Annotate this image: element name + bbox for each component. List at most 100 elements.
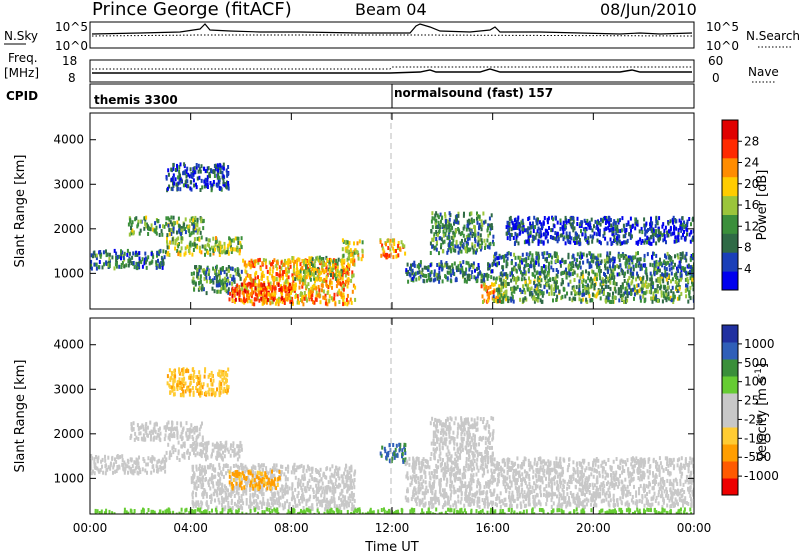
colorbar-tick-label: 8: [744, 241, 752, 255]
colorbar-segment: [722, 271, 738, 291]
velocity-colorbar: -1000 -500 -100 -25 25 100 500 1000: [721, 324, 779, 496]
velocity-scatter-layer: [90, 367, 694, 514]
colorbar-segment: [722, 410, 738, 428]
colorbar-segment: [722, 252, 738, 272]
freq-label: Freq.: [8, 51, 38, 65]
noise-search-trace: [91, 34, 693, 37]
nave-trace: [92, 66, 692, 70]
velocity-colorbar-label-sup: -1: [754, 368, 764, 377]
velocity-colorbar-label-end: ]: [755, 363, 770, 368]
colorbar-tick-label: -1000: [744, 469, 779, 483]
velocity-y-ticks: 1000 2000 3000 4000: [53, 338, 694, 485]
velocity-region: [404, 456, 694, 510]
colorbar-tick-label: -25: [744, 412, 764, 426]
power-panel: 1000 2000 3000 4000 Slant Range [km] 4 8 12 16…: [13, 112, 770, 310]
y-tick-label: 2000: [53, 222, 84, 236]
colorbar-segment: [722, 342, 738, 360]
noise-right-tick-top: 10^5: [706, 20, 739, 34]
colorbar-segment: [722, 176, 738, 197]
power-colorbar-label: Power [dB]: [755, 170, 770, 241]
velocity-panel: 1000 2000 3000 4000 00:00 04:00 08:00 12:00 16:…: [13, 317, 779, 554]
nave-tick-top: 60: [708, 54, 723, 68]
freq-panel: Freq. [MHz] 18 8 60 0 Nave: [4, 51, 779, 85]
colorbar-segment: [722, 427, 738, 445]
freq-trace: [92, 68, 692, 74]
cpid-panel: CPID themis 3300 normalsound (fast) 157: [6, 83, 695, 109]
colorbar-segment: [722, 393, 738, 411]
colorbar-segment: [722, 325, 738, 343]
velocity-region: [165, 440, 243, 462]
colorbar-tick-label: 1000: [744, 337, 775, 351]
velocity-colorbar-label: Velocity [m s-1]: [754, 363, 770, 461]
colorbar-tick-label: 100: [744, 375, 767, 389]
nave-tick-bottom: 0: [712, 71, 720, 85]
noise-panel: N.Sky 10^5 10^0 10^5 10^0 N.Search: [4, 20, 800, 53]
velocity-region: [90, 454, 168, 476]
cpid-mode-1: themis 3300: [94, 93, 178, 107]
y-tick-label: 2000: [53, 427, 84, 441]
noise-search-label: N.Search: [746, 29, 800, 43]
power-scatter-layer: [90, 162, 694, 307]
x-tick-label: 08:00: [274, 521, 309, 535]
velocity-colorbar-label-main: Velocity [m s: [755, 377, 770, 461]
date-title: 08/Jun/2010: [600, 0, 697, 19]
power-region: [165, 162, 230, 193]
noise-right-tick-bottom: 10^0: [706, 39, 739, 53]
x-tick-label: 20:00: [576, 521, 611, 535]
power-region: [341, 238, 364, 264]
freq-tick-bottom: 8: [68, 71, 76, 85]
x-tick-label: 12:00: [375, 521, 410, 535]
colorbar-segment: [722, 461, 738, 479]
power-region: [127, 215, 205, 238]
cpid-mode-2: normalsound (fast) 157: [394, 86, 553, 100]
x-tick-label: 00:00: [677, 521, 712, 535]
velocity-region: [94, 507, 694, 514]
y-tick-label: 4000: [53, 133, 84, 147]
colorbar-segment: [722, 157, 738, 178]
colorbar-segment: [722, 214, 738, 234]
colorbar-segment: [722, 478, 738, 496]
power-colorbar: 4 8 12 16 20 24 28: [721, 119, 759, 291]
power-region: [291, 255, 344, 282]
power-region: [492, 251, 694, 278]
colorbar-segment: [722, 120, 738, 140]
noise-sky-label: N.Sky: [4, 29, 38, 43]
power-region: [190, 264, 243, 296]
colorbar-tick-label: 16: [744, 198, 759, 212]
colorbar-frame: [721, 324, 739, 496]
velocity-region: [429, 416, 495, 460]
freq-unit-label: [MHz]: [4, 66, 39, 80]
beam-title: Beam 04: [355, 0, 427, 19]
colorbar-segment: [722, 138, 738, 159]
power-region: [241, 257, 357, 307]
colorbar-segment: [722, 444, 738, 462]
y-tick-label: 3000: [53, 382, 84, 396]
velocity-region: [228, 469, 281, 491]
colorbar-tick-label: 28: [744, 134, 759, 148]
noise-tick-top: 10^5: [55, 20, 88, 34]
colorbar-tick-label: 24: [744, 156, 759, 170]
noise-tick-bottom: 10^0: [55, 39, 88, 53]
power-region: [405, 260, 494, 284]
velocity-region: [379, 442, 407, 464]
power-x-ticks: [89, 113, 695, 309]
colorbar-tick-label: 500: [744, 356, 767, 370]
colorbar-segment: [722, 376, 738, 394]
colorbar-tick-label: 20: [744, 177, 759, 191]
power-region: [492, 273, 694, 304]
colorbar-segment: [722, 233, 738, 253]
y-tick-label: 4000: [53, 338, 84, 352]
x-tick-label: 04:00: [173, 521, 208, 535]
power-region: [228, 282, 294, 304]
power-region: [90, 248, 167, 271]
cpid-label: CPID: [6, 89, 38, 103]
power-region: [505, 215, 694, 247]
colorbar-tick-label: 4: [744, 262, 752, 276]
time-axis-label: Time UT: [364, 540, 418, 554]
station-title: Prince George (fitACF): [92, 0, 292, 20]
freq-tick-top: 18: [62, 54, 77, 68]
colorbar-tick-label: -100: [744, 431, 771, 445]
power-y-axis-label: Slant Range [km]: [13, 155, 28, 268]
noise-sky-trace: [91, 23, 693, 35]
colorbar-segment: [722, 195, 738, 215]
